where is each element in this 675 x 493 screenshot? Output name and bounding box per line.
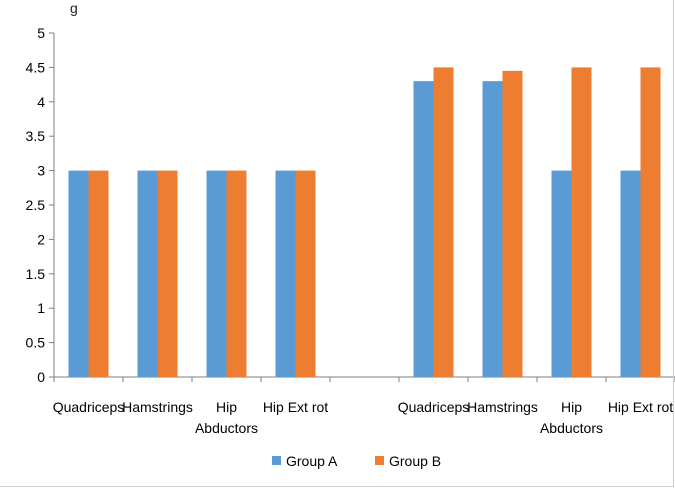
y-tick-label: 3 xyxy=(37,163,45,179)
bar-group-a xyxy=(551,170,572,377)
bar-group-a xyxy=(68,170,89,377)
y-tick-label: 4.5 xyxy=(26,59,46,75)
bar-group-b xyxy=(433,67,454,378)
bar-group-b xyxy=(640,67,661,378)
bar-group-a xyxy=(413,81,434,377)
bar-group-a xyxy=(620,170,641,377)
legend-label: Group B xyxy=(389,453,441,469)
y-tick-label: 2 xyxy=(37,231,45,247)
y-tick-label: 0.5 xyxy=(26,335,46,351)
y-tick-label: 0 xyxy=(37,369,45,385)
bar-group-a xyxy=(482,81,503,377)
bar-group-a xyxy=(206,170,227,377)
y-tick-label: 5 xyxy=(37,25,45,41)
y-tick-label: 1.5 xyxy=(26,266,46,282)
legend-label: Group A xyxy=(286,453,338,469)
bar-group-b xyxy=(157,170,178,377)
x-category-label: Hamstrings xyxy=(467,399,538,415)
bar-group-b xyxy=(88,170,109,377)
bar-group-b xyxy=(295,170,316,377)
x-category-label: Quadriceps xyxy=(53,399,125,415)
bar-group-b xyxy=(502,70,523,377)
legend-swatch xyxy=(272,456,281,465)
bar-group-a xyxy=(137,170,158,377)
x-category-label: Hip xyxy=(561,399,582,415)
y-tick-label: 2.5 xyxy=(26,197,46,213)
x-category-label: Abductors xyxy=(195,420,258,436)
y-tick-label: 4 xyxy=(37,94,45,110)
bar-group-b xyxy=(226,170,247,377)
bar-group-a xyxy=(275,170,296,377)
y-tick-label: 3.5 xyxy=(26,128,46,144)
x-category-label: Hamstrings xyxy=(122,399,193,415)
header-fragment: g xyxy=(70,0,78,16)
bar-group-b xyxy=(571,67,592,378)
x-category-label: Hip Ext rot xyxy=(263,399,328,415)
y-tick-label: 1 xyxy=(37,300,45,316)
x-category-label: Hip xyxy=(216,399,237,415)
x-category-label: Hip Ext rot xyxy=(608,399,673,415)
legend-swatch xyxy=(375,456,384,465)
x-category-label: Quadriceps xyxy=(398,399,470,415)
x-category-label: Abductors xyxy=(540,420,603,436)
